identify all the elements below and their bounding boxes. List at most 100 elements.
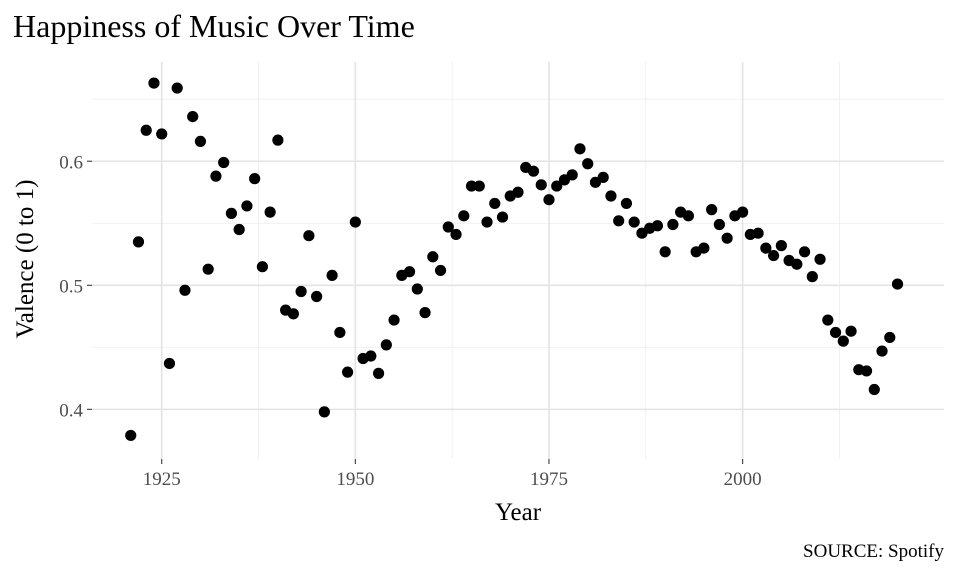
data-point: [163, 357, 176, 370]
data-point: [597, 171, 609, 183]
data-point: [326, 269, 338, 281]
data-point: [419, 307, 431, 319]
data-point: [473, 180, 485, 192]
data-point: [496, 211, 509, 223]
data-point: [814, 253, 826, 265]
x-tick-label: 2000: [724, 469, 762, 490]
data-point: [620, 197, 633, 210]
data-point: [318, 406, 330, 418]
data-point: [287, 308, 299, 320]
x-tick-label: 1975: [530, 469, 568, 490]
data-point: [667, 218, 679, 231]
data-point: [737, 206, 749, 218]
data-point: [156, 128, 168, 140]
data-point: [148, 77, 160, 89]
data-point: [303, 230, 315, 242]
source-caption: SOURCE: Spotify: [803, 541, 944, 562]
data-point: [651, 220, 664, 232]
axis-ticks: 1925 1950 1975 2000 0.4 0.5 0.6: [59, 152, 761, 490]
data-point: [264, 206, 276, 218]
data-point: [512, 186, 524, 198]
data-point: [372, 367, 385, 379]
data-point: [574, 143, 586, 155]
y-tick-label: 0.5: [59, 276, 83, 297]
data-point: [806, 271, 818, 283]
data-point: [535, 179, 547, 191]
data-point: [187, 110, 199, 123]
y-tick-label: 0.6: [59, 152, 83, 173]
data-point: [218, 156, 230, 169]
data-point: [481, 216, 493, 228]
data-point: [450, 228, 462, 241]
data-point: [837, 335, 849, 347]
data-point: [403, 266, 416, 278]
data-point: [605, 190, 617, 202]
data-point: [233, 223, 245, 236]
data-point: [566, 169, 578, 181]
data-point: [140, 124, 152, 136]
data-point: [349, 216, 361, 228]
data-point: [582, 158, 594, 170]
data-point: [342, 366, 354, 378]
data-point: [388, 314, 400, 326]
data-point: [628, 216, 640, 228]
data-point: [311, 290, 323, 303]
data-point: [822, 314, 834, 326]
data-point: [884, 331, 896, 344]
data-point: [365, 350, 377, 362]
data-point: [760, 242, 772, 254]
data-point: [527, 165, 540, 177]
data-point: [202, 263, 214, 275]
data-point: [752, 227, 764, 239]
data-point: [798, 246, 811, 258]
data-point: [775, 240, 787, 252]
data-point: [194, 135, 207, 147]
data-point: [179, 284, 191, 296]
data-points: [125, 77, 904, 442]
data-point: [272, 134, 284, 146]
data-point: [241, 200, 253, 212]
data-point: [682, 210, 695, 222]
data-point: [891, 278, 904, 290]
data-point: [659, 246, 671, 258]
grid-lines: [92, 62, 944, 459]
data-point: [249, 173, 261, 185]
data-point: [791, 258, 803, 270]
x-tick-label: 1950: [336, 469, 374, 490]
x-axis-title: Year: [495, 499, 542, 526]
data-point: [442, 221, 454, 233]
data-point: [380, 339, 392, 351]
data-point: [225, 207, 238, 219]
data-point: [171, 82, 183, 94]
data-point: [427, 251, 439, 263]
y-tick-label: 0.4: [59, 400, 83, 421]
data-point: [210, 170, 222, 182]
x-tick-label: 1925: [143, 469, 181, 490]
data-point: [489, 197, 501, 210]
data-point: [543, 194, 555, 206]
data-point: [713, 218, 725, 231]
data-point: [334, 326, 346, 339]
data-point: [551, 180, 563, 192]
data-point: [768, 249, 780, 262]
data-point: [721, 232, 733, 244]
y-axis-title: Valence (0 to 1): [12, 180, 39, 339]
data-point: [434, 264, 447, 277]
data-point: [132, 236, 145, 248]
chart-title: Happiness of Music Over Time: [13, 8, 415, 44]
data-point: [125, 429, 137, 442]
data-point: [706, 204, 718, 216]
data-point: [829, 326, 842, 339]
data-point: [295, 285, 307, 298]
data-point: [845, 325, 857, 337]
data-point: [613, 215, 625, 227]
data-point: [698, 242, 710, 254]
data-point: [458, 210, 470, 222]
data-point: [465, 180, 478, 192]
data-point: [860, 365, 873, 377]
data-point: [411, 283, 423, 295]
data-point: [876, 345, 888, 357]
data-point: [868, 383, 880, 396]
